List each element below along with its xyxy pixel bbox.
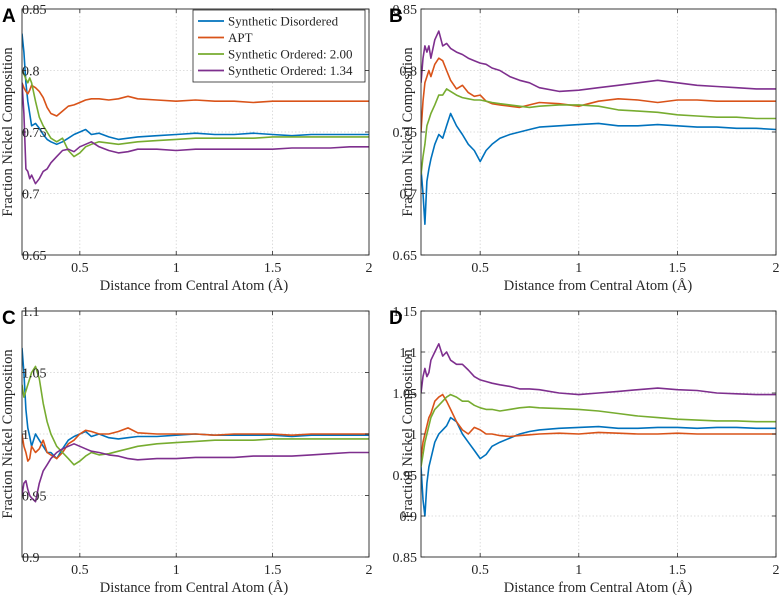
y-tick-label: 1	[22, 428, 29, 443]
legend-entry: APT	[228, 30, 253, 45]
series-line-synthetic-ordered-200	[22, 70, 369, 158]
series-line-synthetic-ordered-200	[421, 88, 776, 176]
y-tick-label: 1.05	[22, 367, 47, 382]
y-tick-label: 0.85	[393, 551, 418, 566]
panel-letter: D	[389, 308, 403, 329]
y-tick-label: 0.85	[22, 3, 47, 18]
y-axis-label: Fraction Nickel Composition	[0, 47, 16, 217]
series-line-synthetic-disordered	[22, 347, 369, 460]
x-tick-label: 0.5	[71, 261, 89, 276]
series-line-synthetic-ordered-134	[22, 442, 369, 503]
panel-b: 0.5 1 1.5 2 0.65 0.7 0.75 0.8 0.85 Distance from …	[389, 3, 780, 294]
panel-d: 0.5 1 1.5 2 0.85 0.9 0.95 1 1.05 1.1 1.15 Distance …	[389, 305, 780, 596]
x-axis-label: Distance from Central Atom (Å)	[100, 580, 289, 596]
x-tick-label: 1.5	[669, 261, 687, 276]
x-tick-label: 1.5	[669, 563, 687, 578]
series-line-apt	[421, 393, 776, 459]
y-tick-label: 0.9	[22, 551, 40, 566]
panel-letter: C	[2, 308, 16, 329]
x-tick-label: 2	[773, 563, 780, 578]
series-group	[421, 342, 776, 517]
series-group	[421, 30, 776, 225]
x-tick-label: 1	[575, 563, 582, 578]
x-tick-label: 0.5	[471, 261, 489, 276]
x-tick-label: 2	[773, 261, 780, 276]
panel-letter: B	[389, 6, 403, 27]
x-axis-label: Distance from Central Atom (Å)	[504, 580, 693, 596]
y-tick-label: 0.95	[393, 469, 418, 484]
y-tick-label: 0.7	[22, 188, 40, 203]
x-axis-label: Distance from Central Atom (Å)	[504, 278, 693, 294]
series-group	[22, 347, 369, 503]
panel-a: 0.5 1 1.5 2 0.65 0.7 0.75 0.8 0.85 Distance from …	[0, 3, 373, 294]
y-axis-label: Fraction Nickel Composition	[400, 47, 416, 217]
y-tick-label: 1.05	[393, 387, 418, 402]
x-tick-label: 1.5	[264, 563, 282, 578]
y-tick-label: 1.1	[400, 346, 418, 361]
x-axis-label: Distance from Central Atom (Å)	[100, 278, 289, 294]
y-tick-label: 0.85	[393, 3, 418, 18]
series-line-synthetic-ordered-134	[421, 30, 776, 93]
x-tick-label: 0.5	[71, 563, 89, 578]
y-tick-label: 1.15	[393, 305, 418, 320]
series-line-apt	[22, 82, 369, 117]
y-tick-label: 0.95	[22, 490, 47, 505]
legend-entry: Synthetic Ordered: 2.00	[228, 47, 353, 62]
legend-entry: Synthetic Ordered: 1.34	[228, 63, 353, 78]
y-tick-label: 0.75	[393, 126, 418, 141]
x-tick-label: 1.5	[264, 261, 282, 276]
series-line-synthetic-disordered	[421, 112, 776, 225]
y-tick-label: 1.1	[22, 305, 40, 320]
series-line-synthetic-disordered	[22, 33, 369, 146]
y-tick-label: 0.7	[400, 188, 418, 203]
y-tick-label: 0.75	[22, 126, 47, 141]
x-tick-label: 1	[173, 261, 180, 276]
y-tick-label: 0.8	[22, 65, 40, 80]
series-line-apt	[22, 427, 369, 462]
y-tick-label: 0.8	[400, 65, 418, 80]
y-tick-label: 0.65	[22, 249, 47, 264]
panel-letter: A	[2, 6, 16, 27]
y-tick-label: 1	[410, 428, 417, 443]
x-tick-label: 2	[366, 563, 373, 578]
series-line-synthetic-ordered-134	[421, 342, 776, 396]
series-line-synthetic-ordered-134	[22, 82, 369, 185]
series-line-synthetic-ordered-200	[421, 393, 776, 467]
y-axis-label: Fraction Nickel Composition	[400, 349, 416, 519]
x-tick-label: 0.5	[471, 563, 489, 578]
series-line-synthetic-ordered-200	[22, 365, 369, 466]
panel-c: 0.5 1 1.5 2 0.9 0.95 1 1.05 1.1 Distance from Cen…	[0, 305, 373, 596]
y-axis-label: Fraction Nickel Composition	[0, 349, 16, 519]
x-tick-label: 1	[173, 563, 180, 578]
y-tick-label: 0.65	[393, 249, 418, 264]
legend-entry: Synthetic Disordered	[228, 14, 339, 29]
series-group	[22, 33, 369, 185]
x-tick-label: 2	[366, 261, 373, 276]
x-tick-label: 1	[575, 261, 582, 276]
series-line-apt	[421, 57, 776, 133]
y-tick-label: 0.9	[400, 510, 418, 525]
series-line-synthetic-disordered	[421, 416, 776, 517]
